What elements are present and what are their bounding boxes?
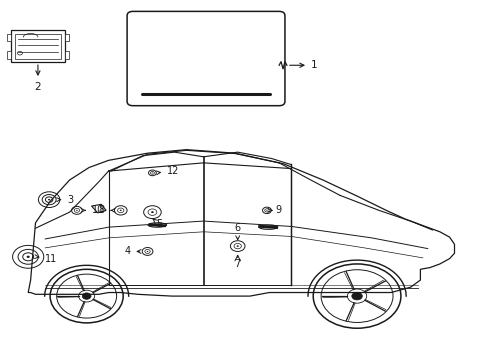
Text: 8: 8	[98, 205, 115, 215]
Circle shape	[26, 256, 30, 258]
Circle shape	[352, 292, 362, 300]
Circle shape	[76, 210, 78, 211]
FancyBboxPatch shape	[127, 12, 285, 106]
Text: 11: 11	[34, 253, 57, 264]
Bar	[65, 51, 69, 59]
Circle shape	[147, 251, 148, 252]
Circle shape	[82, 293, 91, 299]
Text: 2: 2	[35, 65, 41, 92]
Text: 7: 7	[235, 259, 241, 269]
Text: 4: 4	[124, 247, 141, 256]
Text: 6: 6	[235, 222, 241, 240]
Bar	[7, 51, 11, 59]
Text: 12: 12	[156, 166, 179, 176]
Text: 10: 10	[81, 205, 104, 215]
Bar	[11, 30, 65, 62]
Circle shape	[48, 199, 50, 201]
Circle shape	[237, 245, 239, 247]
Bar	[7, 33, 11, 41]
Text: 5: 5	[153, 219, 163, 229]
Text: 9: 9	[268, 205, 282, 215]
Circle shape	[151, 211, 154, 213]
Bar	[15, 33, 61, 59]
Text: 1: 1	[290, 60, 318, 70]
Circle shape	[152, 172, 153, 173]
Circle shape	[120, 210, 122, 211]
Text: 3: 3	[57, 195, 74, 204]
Circle shape	[266, 210, 268, 211]
Bar	[65, 33, 69, 41]
